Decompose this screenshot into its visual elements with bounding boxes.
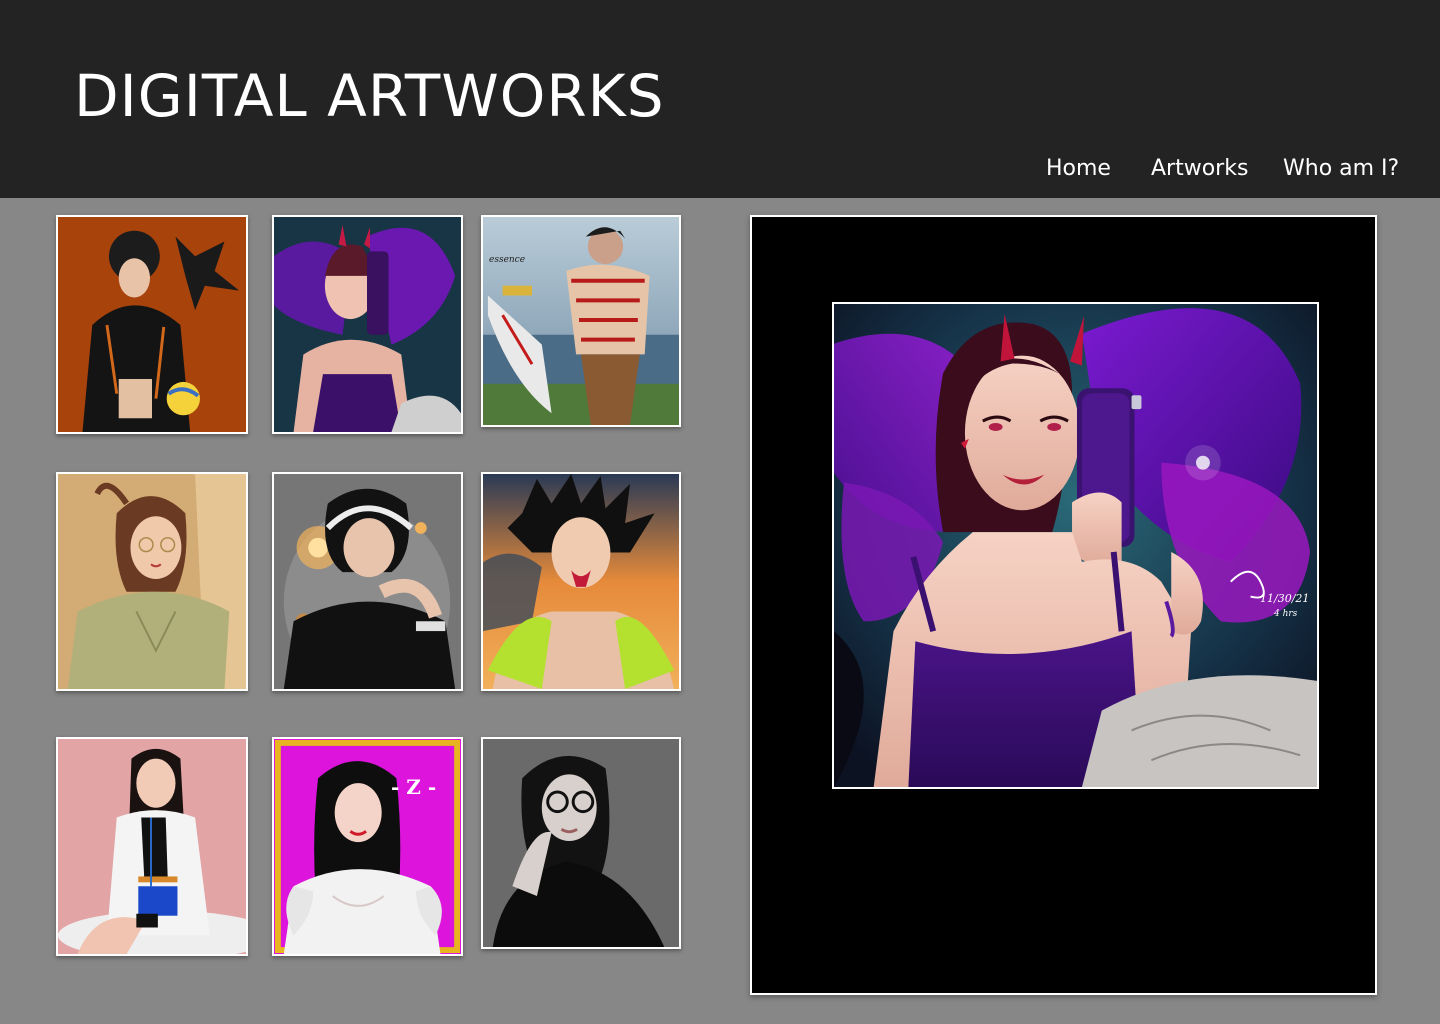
artwork-man-headphones-image xyxy=(274,474,461,689)
artwork-horned-fairy-image xyxy=(834,304,1317,787)
thumbnail-3[interactable]: essence xyxy=(481,215,681,427)
thumbnail-2[interactable] xyxy=(272,215,463,434)
main-nav: Home Artworks Who am I? xyxy=(0,156,1440,190)
nav-who-am-i-link[interactable]: Who am I? xyxy=(1283,156,1400,181)
nav-home-link[interactable]: Home xyxy=(1046,156,1111,181)
thumbnail-8-caption: - Z - xyxy=(391,775,437,799)
artwork-tattooed-warrior-image xyxy=(483,217,679,425)
artwork-woman-coat-image xyxy=(58,739,246,954)
thumbnail-5[interactable] xyxy=(272,472,463,691)
thumbnail-4[interactable] xyxy=(56,472,248,691)
signature-time: 4 hrs xyxy=(1274,609,1298,619)
artwork-horned-fairy-thumb-image xyxy=(274,217,461,432)
artwork-woman-white-dress-image xyxy=(274,739,461,954)
nav-artworks-link[interactable]: Artworks xyxy=(1151,156,1249,181)
thumbnail-9[interactable] xyxy=(481,737,681,949)
site-header: DIGITAL ARTWORKS Home Artworks Who am I? xyxy=(0,0,1440,198)
artwork-woman-round-glasses-image xyxy=(483,739,679,947)
thumbnail-8[interactable]: - Z - xyxy=(272,737,463,956)
artwork-viewer: 11/30/21 4 hrs xyxy=(750,215,1377,995)
thumbnail-1[interactable] xyxy=(56,215,248,434)
site-title: DIGITAL ARTWORKS xyxy=(74,62,665,130)
thumbnail-3-caption: essence xyxy=(489,255,526,265)
signature-date: 11/30/21 xyxy=(1260,592,1310,605)
viewer-selected-artwork[interactable]: 11/30/21 4 hrs xyxy=(832,302,1319,789)
thumbnail-6[interactable] xyxy=(481,472,681,691)
artwork-man-crow-image xyxy=(58,217,246,432)
artwork-spiky-hair-image xyxy=(483,474,679,689)
artwork-woman-glasses-image xyxy=(58,474,246,689)
thumbnail-7[interactable] xyxy=(56,737,248,956)
